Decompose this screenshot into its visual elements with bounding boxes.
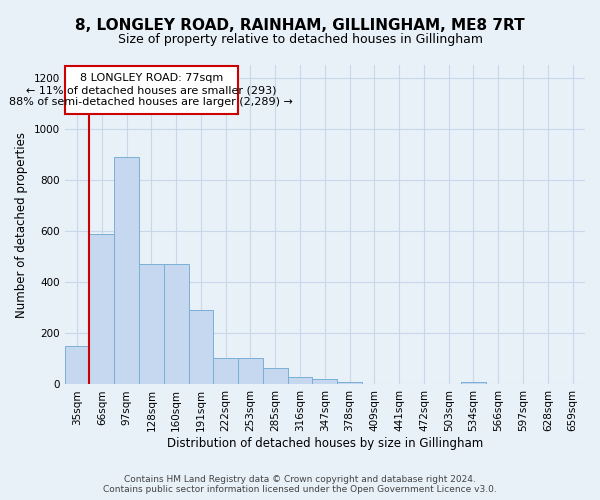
Bar <box>238 358 263 384</box>
Bar <box>263 368 287 384</box>
Text: 8, LONGLEY ROAD, RAINHAM, GILLINGHAM, ME8 7RT: 8, LONGLEY ROAD, RAINHAM, GILLINGHAM, ME… <box>75 18 525 32</box>
Bar <box>313 380 337 384</box>
Text: Size of property relative to detached houses in Gillingham: Size of property relative to detached ho… <box>118 32 482 46</box>
Text: ← 11% of detached houses are smaller (293): ← 11% of detached houses are smaller (29… <box>26 86 277 96</box>
Bar <box>188 310 214 384</box>
Bar <box>65 346 89 385</box>
Bar <box>114 157 139 384</box>
Y-axis label: Number of detached properties: Number of detached properties <box>15 132 28 318</box>
X-axis label: Distribution of detached houses by size in Gillingham: Distribution of detached houses by size … <box>167 437 483 450</box>
Text: Contains HM Land Registry data © Crown copyright and database right 2024.
Contai: Contains HM Land Registry data © Crown c… <box>103 474 497 494</box>
Bar <box>337 382 362 384</box>
Bar <box>164 264 188 384</box>
Bar <box>461 382 486 384</box>
Text: 88% of semi-detached houses are larger (2,289) →: 88% of semi-detached houses are larger (… <box>10 97 293 107</box>
Bar <box>139 264 164 384</box>
Bar <box>287 377 313 384</box>
Bar <box>214 358 238 384</box>
FancyBboxPatch shape <box>65 66 238 114</box>
Text: 8 LONGLEY ROAD: 77sqm: 8 LONGLEY ROAD: 77sqm <box>80 73 223 83</box>
Bar <box>89 234 114 384</box>
